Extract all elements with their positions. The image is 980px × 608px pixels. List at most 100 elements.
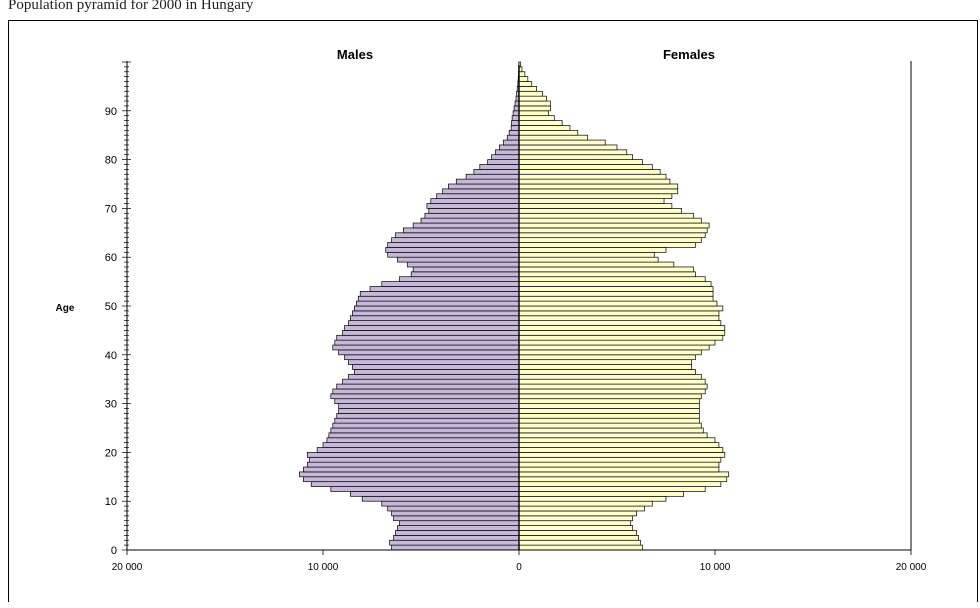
male-bar (337, 413, 519, 418)
male-bar (443, 189, 519, 194)
male-bar (303, 477, 519, 482)
female-bar (519, 150, 627, 155)
male-bar (392, 238, 519, 243)
male-bar (360, 291, 519, 296)
male-bar (382, 282, 519, 287)
female-bar (519, 360, 691, 365)
female-bar (519, 204, 672, 209)
female-bar (519, 369, 695, 374)
female-bar (519, 301, 717, 306)
female-bar (519, 330, 725, 335)
male-bar (407, 262, 519, 267)
male-bar (386, 247, 519, 252)
male-bar (354, 369, 519, 374)
male-bar (358, 296, 519, 301)
female-bar (519, 394, 701, 399)
male-bar (356, 301, 519, 306)
male-bar (335, 340, 519, 345)
female-bar (519, 252, 654, 257)
female-bar (519, 418, 699, 423)
y-tick-label: 80 (105, 155, 117, 167)
female-bar (519, 477, 727, 482)
male-bar (382, 501, 519, 506)
female-bar (519, 350, 701, 355)
female-bar (519, 174, 666, 179)
female-bar (519, 106, 550, 111)
male-bar (329, 433, 519, 438)
female-bar (519, 77, 528, 82)
female-bar (519, 516, 633, 521)
male-bar (399, 277, 519, 282)
male-bar (352, 311, 519, 316)
female-bar (519, 194, 672, 199)
male-bar (507, 135, 519, 140)
male-bar (343, 379, 519, 384)
female-bar (519, 496, 666, 501)
male-bar (411, 272, 519, 277)
female-bar (519, 101, 550, 106)
female-bar (519, 365, 691, 370)
female-bar (519, 213, 693, 218)
male-bar (388, 252, 519, 257)
y-tick-label: 50 (105, 301, 117, 313)
female-bar (519, 218, 701, 223)
male-bar (339, 350, 519, 355)
male-bar (333, 345, 519, 350)
male-bar (488, 160, 519, 165)
male-bar (396, 233, 519, 238)
y-tick-label: 20 (105, 447, 117, 459)
female-bar (519, 286, 713, 291)
male-bar (331, 428, 519, 433)
male-bar (388, 243, 519, 248)
male-bar (396, 530, 519, 535)
females-title: Females (663, 47, 715, 62)
male-bar (311, 482, 519, 487)
female-bar (519, 521, 631, 526)
female-bar (519, 326, 725, 331)
female-bar (519, 404, 699, 409)
female-bar (519, 164, 652, 169)
male-bar (307, 452, 519, 457)
male-bar (370, 286, 519, 291)
male-bar (343, 330, 519, 335)
female-bar (519, 374, 701, 379)
female-bar (519, 345, 709, 350)
female-bar (519, 272, 695, 277)
x-tick-label: 0 (516, 562, 522, 573)
male-bar (337, 384, 519, 389)
male-bar (352, 365, 519, 370)
male-bar (339, 404, 519, 409)
male-bar (354, 306, 519, 311)
male-bar (448, 184, 519, 189)
female-bar (519, 340, 715, 345)
female-bar (519, 179, 670, 184)
figure-caption: Population pyramid for 2000 in Hungary (8, 0, 253, 16)
female-bar (519, 472, 729, 477)
female-bar (519, 413, 699, 418)
male-bar (413, 223, 519, 228)
female-bar (519, 487, 705, 492)
male-bar (513, 111, 519, 116)
male-bar (348, 360, 519, 365)
male-bar (394, 516, 519, 521)
female-bar (519, 135, 588, 140)
female-bar (519, 277, 705, 282)
male-bar (425, 213, 519, 218)
y-tick-label: 10 (105, 496, 117, 508)
y-tick-label: 60 (105, 252, 117, 264)
female-bar (519, 506, 644, 511)
female-bar (519, 540, 641, 545)
male-bar (397, 257, 519, 262)
female-bar (519, 448, 723, 453)
male-bar (348, 321, 519, 326)
male-bar (350, 491, 519, 496)
male-bar (474, 169, 519, 174)
x-tick-label: 10 000 (700, 562, 731, 573)
male-bar (511, 125, 519, 130)
male-bar (362, 496, 519, 501)
female-bar (519, 379, 705, 384)
female-bar (519, 355, 695, 360)
male-bar (337, 335, 519, 340)
female-bar (519, 443, 719, 448)
